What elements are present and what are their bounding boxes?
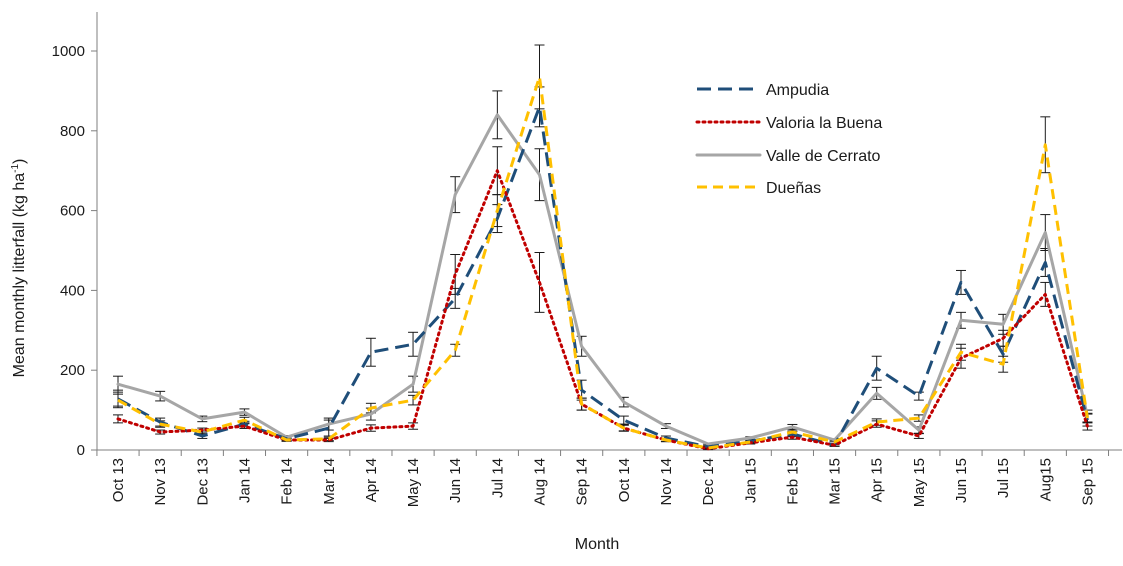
- x-tick-label: Jul 14: [489, 458, 506, 498]
- y-axis-title: Mean monthly litterfall (kg ha-1): [10, 159, 28, 378]
- x-tick-label: Jun 15: [953, 458, 970, 503]
- series-lines: [116, 75, 1089, 451]
- y-tick-label: 400: [60, 282, 85, 299]
- series-line-ampudia: [117, 105, 1089, 449]
- x-tick-label: Jul 15: [995, 458, 1012, 498]
- x-tick-label: May 14: [405, 458, 422, 507]
- x-tick-label: Dec 13: [194, 458, 211, 506]
- x-tick-label: Mar 14: [321, 458, 338, 505]
- error-bars: [113, 44, 1093, 451]
- legend-label-ampudia: Ampudia: [766, 82, 829, 99]
- x-tick-label: Nov 14: [658, 458, 675, 506]
- y-axis-title-sup: -1: [10, 164, 21, 173]
- y-tick-label: 800: [60, 123, 85, 140]
- x-tick-label: Apr 14: [363, 458, 380, 502]
- x-tick-label: Oct 13: [110, 458, 127, 502]
- x-tick-label: Mar 15: [827, 458, 844, 505]
- x-tick-label: Dec 14: [700, 458, 717, 506]
- x-axis-title: Month: [575, 536, 619, 553]
- y-tick-label: 1000: [52, 43, 85, 60]
- error-bar: [618, 415, 629, 425]
- series-line-valoria-la-buena: [116, 169, 1089, 451]
- error-bar: [534, 44, 545, 110]
- legend-label-duenas: Dueñas: [766, 180, 821, 197]
- x-tick-label: Oct 14: [616, 458, 633, 502]
- legend-label-valle-de-cerrato: Valle de Cerrato: [766, 148, 881, 165]
- x-tick-label: Feb 14: [279, 458, 296, 505]
- x-tick-label: Aug 14: [532, 458, 549, 506]
- x-tick-label: Apr 15: [869, 458, 886, 502]
- error-bar: [365, 337, 376, 367]
- x-tick-label: Aug15: [1037, 458, 1054, 501]
- x-tick-label: Jan 14: [236, 458, 253, 503]
- x-axis-ticks: Oct 13 Nov 13 Dec 13 Jan 14 Feb 14 Mar 14 Apr …: [96, 450, 1110, 507]
- y-axis-title-end: ): [11, 159, 28, 164]
- x-tick-label: May 15: [911, 458, 928, 507]
- legend-label-valoria-la-buena: Valoria la Buena: [766, 115, 882, 132]
- series-line-valle-de-cerrato: [116, 113, 1089, 446]
- y-axis-ticks: 0 200 400 600 800 1000: [52, 43, 97, 459]
- y-tick-label: 200: [60, 362, 85, 379]
- y-tick-label: 600: [60, 203, 85, 220]
- x-tick-label: Nov 13: [152, 458, 169, 506]
- x-tick-label: Sep 15: [1079, 458, 1096, 506]
- legend: Ampudia Valoria la Buena Valle de Cerrat…: [695, 82, 882, 197]
- error-bar: [408, 331, 419, 357]
- x-tick-label: Jan 15: [742, 458, 759, 503]
- y-axis-title-main: Mean monthly litterfall (kg ha: [11, 173, 28, 378]
- x-tick-label: Jun 14: [447, 458, 464, 503]
- series-line-duenas: [117, 75, 1089, 450]
- x-tick-label: Sep 14: [574, 458, 591, 506]
- x-tick-label: Feb 15: [784, 458, 801, 505]
- y-tick-label: 0: [77, 442, 85, 459]
